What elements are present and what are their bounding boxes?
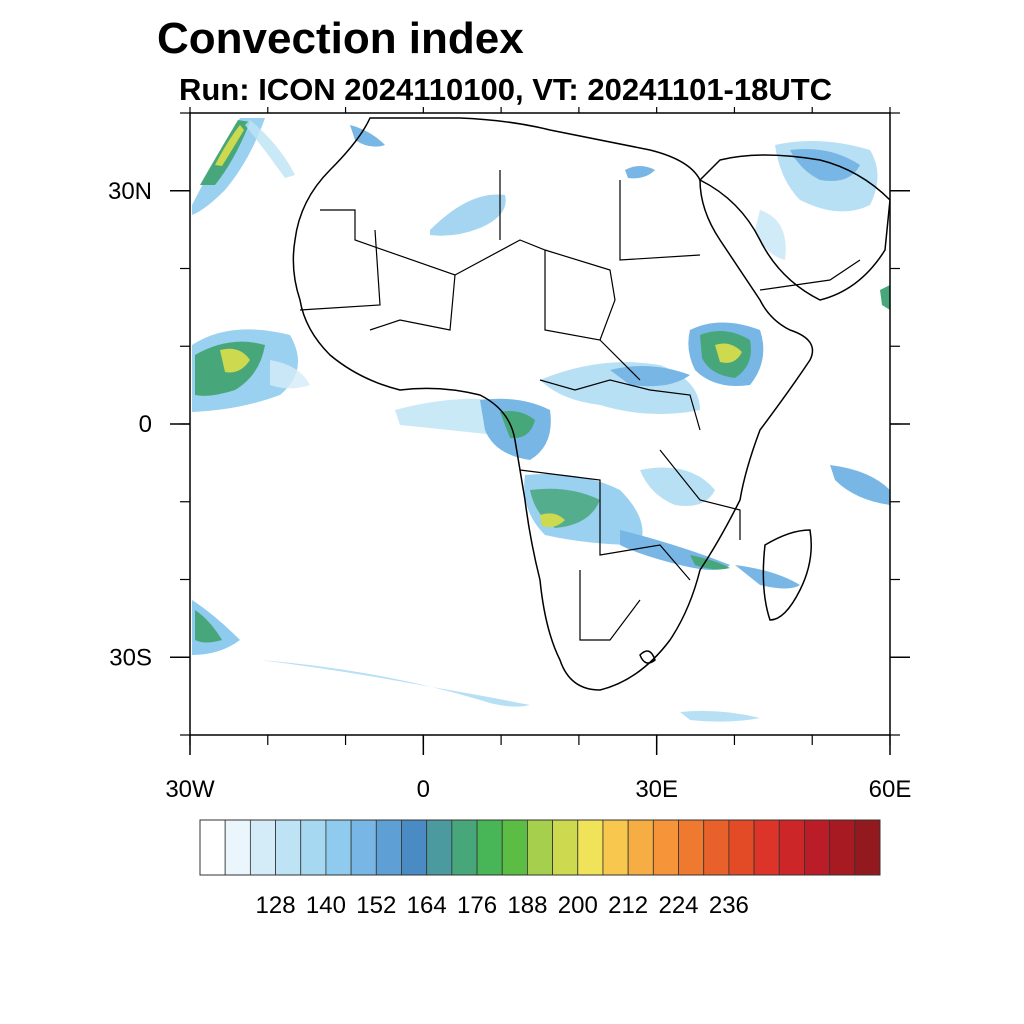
colorbar-swatch — [501, 819, 528, 876]
colorbar-outline — [199, 819, 881, 876]
colorbar-swatch — [753, 819, 780, 876]
colorbar-swatch — [854, 819, 881, 876]
colorbar-swatch — [577, 819, 604, 876]
chart-title: Convection index — [157, 14, 524, 63]
colorbar-swatch — [829, 819, 856, 876]
colorbar-swatch — [275, 819, 302, 876]
lon-tick-label: 60E — [869, 776, 912, 803]
colorbar-swatch — [401, 819, 428, 876]
colorbar-label: 140 — [306, 892, 346, 919]
colorbar-label: 212 — [608, 892, 648, 919]
colorbar-label: 224 — [658, 892, 698, 919]
lat-tick-label: 30S — [109, 644, 152, 671]
colorbar-swatch — [678, 819, 705, 876]
colorbar-label: 200 — [558, 892, 598, 919]
colorbar-swatch — [451, 819, 478, 876]
lon-tick-label: 30E — [635, 776, 678, 803]
colorbar-swatch — [652, 819, 679, 876]
colorbar-swatch — [476, 819, 503, 876]
colorbar-swatch — [703, 819, 730, 876]
colorbar-label: 236 — [709, 892, 749, 919]
lat-tick-label: 30N — [108, 178, 152, 205]
colorbar-label: 152 — [356, 892, 396, 919]
colorbar-label: 176 — [457, 892, 497, 919]
country-borders — [299, 170, 861, 641]
convection-field — [192, 118, 890, 722]
colorbar-swatch — [325, 819, 352, 876]
colorbar: 128 140 152 164 176 188 200 212 224 236 — [199, 819, 881, 919]
colorbar-label: 164 — [407, 892, 447, 919]
lon-tick-label: 0 — [417, 776, 430, 803]
colorbar-label: 188 — [507, 892, 547, 919]
colorbar-swatch — [224, 819, 251, 876]
colorbar-swatch — [627, 819, 654, 876]
colorbar-swatch — [778, 819, 805, 876]
colorbar-swatch — [804, 819, 831, 876]
chart-subtitle: Run: ICON 2024110100, VT: 20241101-18UTC — [179, 72, 833, 107]
lat-tick-label: 0 — [139, 411, 152, 438]
colorbar-swatch — [350, 819, 377, 876]
colorbar-swatch — [728, 819, 755, 876]
colorbar-swatch — [602, 819, 629, 876]
lon-tick-label: 30W — [165, 776, 215, 803]
colorbar-swatch — [552, 819, 579, 876]
map-axes: 30W 0 30E 60E 30N 0 30S — [108, 107, 911, 803]
coastlines — [292, 117, 890, 691]
colorbar-swatch — [199, 819, 226, 876]
colorbar-swatch — [249, 819, 276, 876]
colorbar-swatch — [375, 819, 402, 876]
colorbar-swatch — [426, 819, 453, 876]
colorbar-swatch — [527, 819, 553, 876]
colorbar-label: 128 — [256, 892, 296, 919]
colorbar-swatch — [300, 819, 327, 876]
